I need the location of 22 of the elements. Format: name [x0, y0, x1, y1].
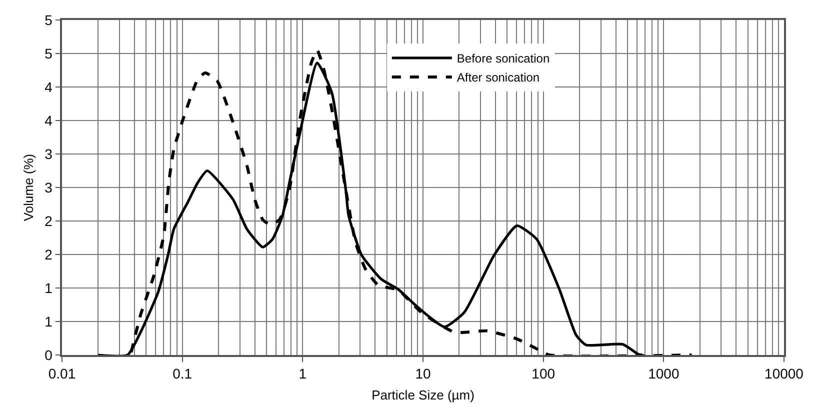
x-axis-title: Particle Size (µm)	[372, 388, 474, 403]
y-tick-label: 4	[44, 112, 53, 128]
y-tick-label: 1	[44, 280, 53, 296]
x-tick-label: 1000	[648, 366, 680, 382]
y-tick-label: 1	[44, 313, 53, 330]
legend-label: After sonication	[456, 70, 540, 85]
x-tick-label: 100	[532, 366, 556, 382]
y-tick-label: 2	[44, 246, 53, 262]
x-tick-label: 1	[298, 366, 307, 382]
y-tick-label: 5	[44, 45, 53, 62]
x-tick-label: 10000	[764, 366, 804, 382]
y-tick-label: 0	[44, 346, 53, 363]
y-tick-label: 5	[44, 12, 53, 28]
x-tick-label: 10	[415, 366, 431, 382]
x-tick-label: 0.1	[172, 366, 192, 382]
y-tick-label: 3	[44, 179, 53, 196]
legend-label: Before sonication	[456, 52, 550, 66]
y-tick-label: 3	[44, 146, 53, 162]
y-tick-label: 4	[44, 78, 53, 95]
y-axis-title: Volume (%)	[21, 154, 36, 222]
y-tick-label: 2	[44, 212, 53, 229]
x-tick-label: 0.01	[48, 366, 76, 382]
